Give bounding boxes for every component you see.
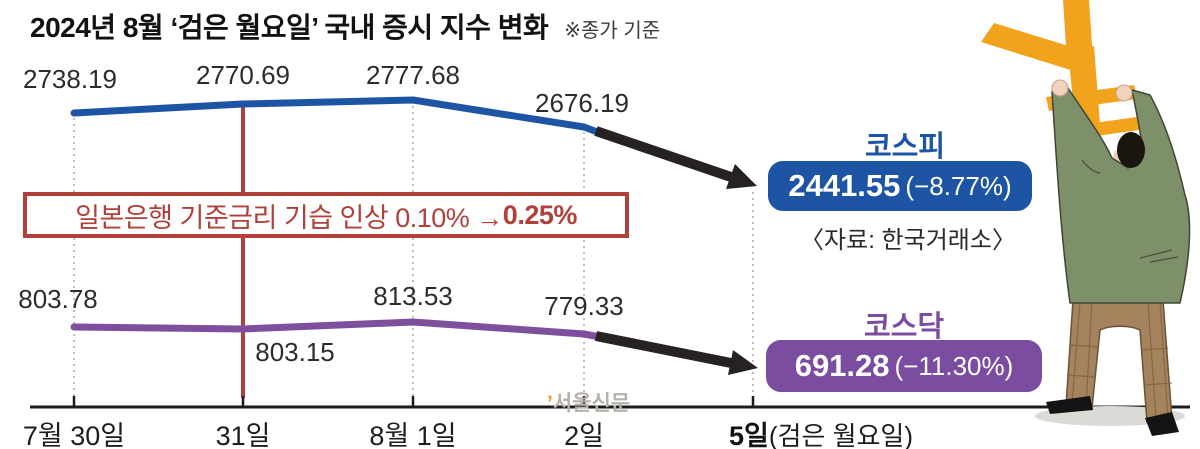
annotation-bold-text: 0.25%	[502, 199, 578, 230]
figure-coat-creases	[1081, 159, 1179, 263]
kosdaq-point-label: 813.53	[373, 281, 453, 311]
kosdaq-point-label: 779.33	[544, 291, 624, 321]
x-axis-label: 31일	[215, 421, 271, 449]
kospi-value-box: 2441.55 (−8.77%)	[768, 161, 1032, 211]
kosdaq-drop-arrow-icon	[595, 331, 758, 375]
title-row: 2024년 8월 ‘검은 월요일’ 국내 증시 지수 변화 ※종가 기준	[30, 6, 660, 46]
kospi-point-label: 2676.19	[535, 88, 629, 118]
kosdaq-point-label: 803.78	[18, 284, 98, 314]
x-axis-label-black-monday: 5일(검은 월요일)	[729, 414, 913, 449]
rate-hike-annotation: 일본은행 기준금리 기습 인상 0.10% → 0.25%	[23, 192, 629, 238]
kospi-line	[70, 96, 604, 137]
annotation-text: 일본은행 기준금리 기습 인상 0.10% →	[75, 202, 503, 233]
kospi-final-value: 2441.55	[788, 168, 901, 203]
newspaper-watermark: ’서울신문	[547, 387, 630, 417]
kosdaq-final-value: 691.28	[794, 348, 890, 383]
x-axis-label: 2일	[564, 421, 604, 449]
kospi-label: 코스피	[864, 131, 946, 163]
page-title: 2024년 8월 ‘검은 월요일’ 국내 증시 지수 변화	[30, 12, 549, 43]
kospi-point-label: 2770.69	[196, 60, 290, 90]
kosdaq-point-label: 803.15	[255, 337, 335, 367]
figure-shoe-left	[1046, 396, 1093, 414]
black-monday-note: (검은 월요일)	[768, 421, 913, 449]
figure-coat	[1051, 87, 1191, 304]
kospi-final-change: (−8.77%)	[905, 170, 1012, 201]
kospi-drop-arrow-icon	[594, 126, 757, 189]
kosdaq-final-change: (−11.30%)	[894, 350, 1014, 381]
source-note: 〈자료: 한국거래소〉	[800, 227, 1016, 254]
watermark-mark: ’	[547, 392, 553, 415]
figure-hand-left	[1051, 79, 1069, 97]
falling-yen-illustration	[981, 0, 1191, 436]
watermark-text: 서울신문	[552, 392, 631, 415]
figure-hand-right	[1115, 84, 1133, 102]
black-monday-day: 5일	[729, 421, 769, 449]
kospi-point-label: 2738.19	[23, 64, 117, 94]
kosdaq-line	[70, 318, 604, 341]
figure-head	[1117, 132, 1145, 168]
figure-shoe-right	[1145, 412, 1179, 436]
x-axis-label: 7월 30일	[22, 421, 126, 449]
kosdaq-label: 코스닥	[863, 311, 945, 343]
kospi-point-label: 2777.68	[366, 60, 460, 90]
grid-dotted-guides	[73, 106, 754, 404]
x-axis-ticks	[72, 396, 755, 407]
figure-legs	[1065, 299, 1173, 423]
title-note: ※종가 기준	[564, 20, 661, 42]
x-axis-label: 8월 1일	[369, 421, 457, 449]
kosdaq-value-box: 691.28 (−11.30%)	[766, 340, 1042, 392]
